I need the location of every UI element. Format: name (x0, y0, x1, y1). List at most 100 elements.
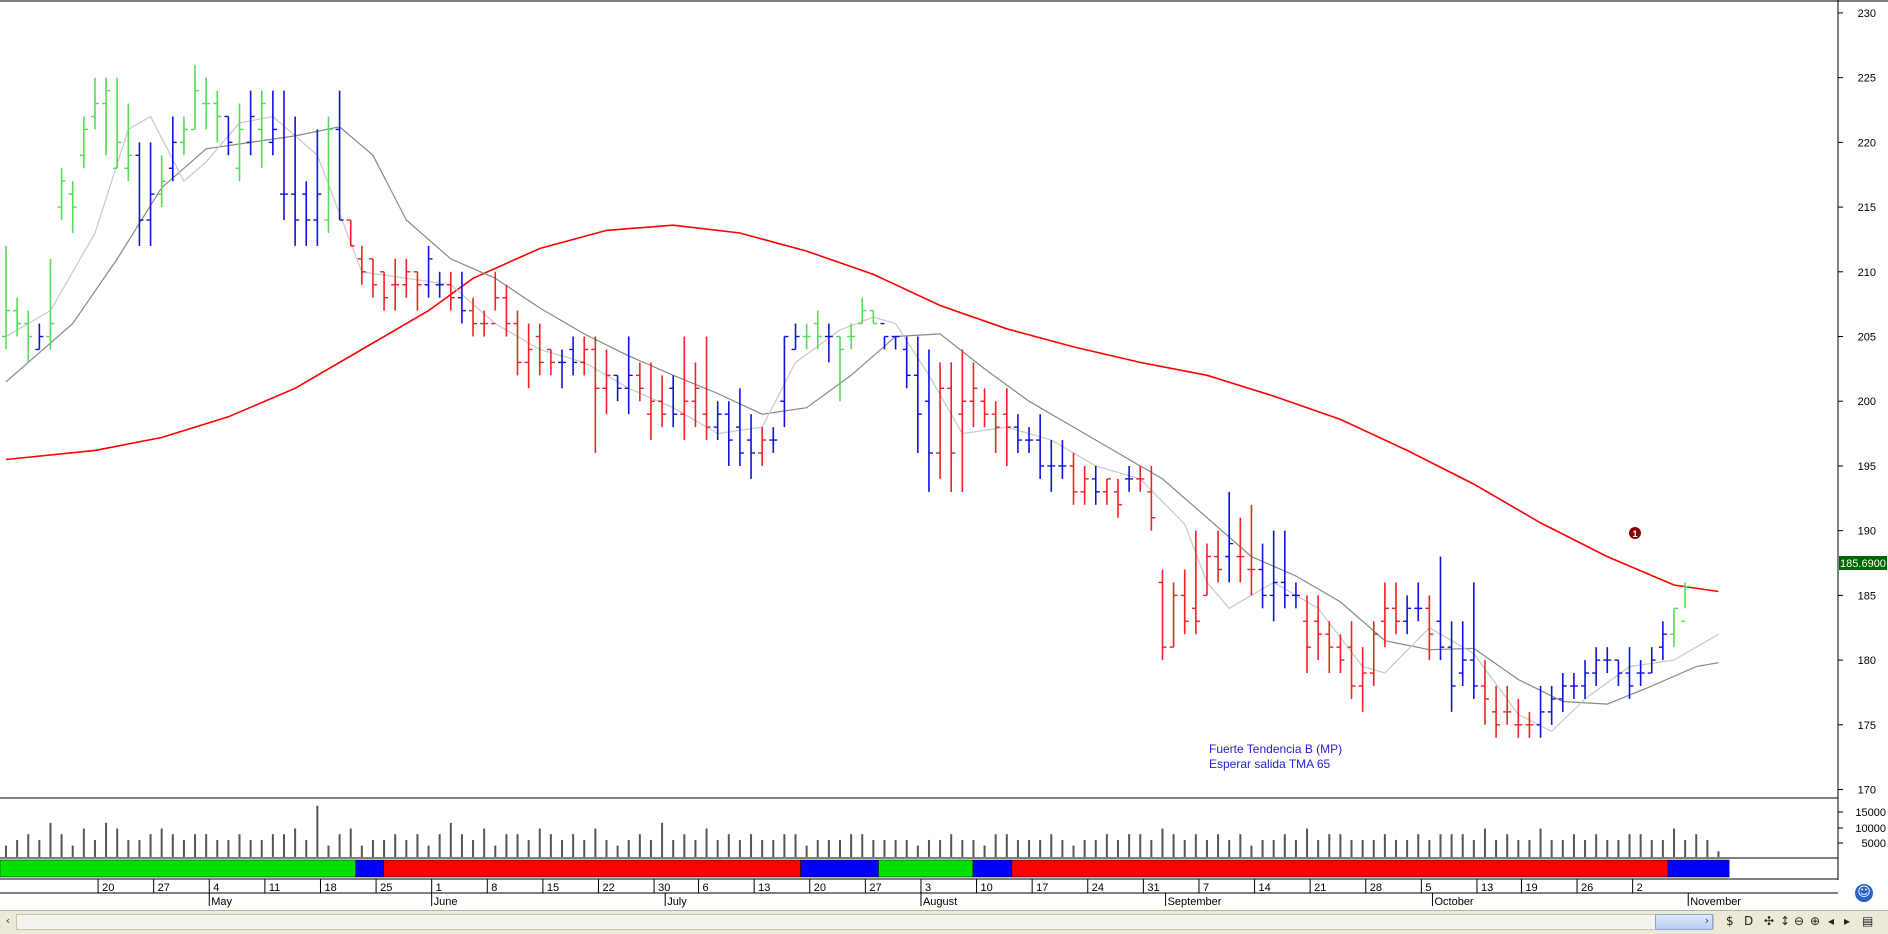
ohlc-bar (368, 258, 377, 298)
ohlc-bar (513, 310, 522, 376)
trend-segment (0, 859, 357, 878)
ohlc-bar (735, 388, 744, 466)
day-tick-label: 11 (269, 882, 280, 894)
ohlc-bar (1314, 595, 1323, 661)
ohlc-bar (1269, 530, 1278, 622)
ohlc-bar (1058, 440, 1067, 479)
day-tick-label: 5 (1425, 882, 1431, 894)
month-tick-label: July (667, 896, 687, 908)
ohlc-bar (969, 362, 978, 428)
ohlc-bar (1036, 414, 1045, 479)
ohlc-bar (1325, 621, 1334, 674)
ohlc-bar (1414, 582, 1423, 622)
ohlc-bar (1547, 685, 1556, 725)
ohlc-bar (891, 335, 900, 350)
ohlc-bar (669, 375, 678, 428)
ohlc-bar (313, 129, 322, 246)
price-bars (2, 64, 1690, 738)
ohlc-bar (213, 90, 222, 143)
ohlc-bar (546, 348, 555, 376)
ohlc-bar (780, 335, 789, 428)
y-tick-label: 190 (1858, 526, 1876, 538)
ohlc-bar (1658, 621, 1667, 661)
ohlc-bar (1403, 595, 1412, 635)
daily-tool-icon[interactable]: D (1744, 914, 1754, 928)
trend-segment (383, 859, 801, 878)
ohlc-bar (1291, 582, 1300, 609)
ohlc-bar (724, 401, 733, 466)
y-tick-label: 195 (1858, 461, 1876, 473)
ohlc-bar (1136, 465, 1145, 492)
scrollbar-thumb[interactable] (1655, 914, 1713, 930)
prev-icon[interactable]: ◂ (1828, 914, 1835, 928)
ohlc-bar (24, 310, 33, 363)
ohlc-bar (135, 142, 144, 246)
y-tick-label: 210 (1858, 267, 1876, 279)
dollar-tool-icon[interactable]: $ (1726, 914, 1734, 928)
day-tick-label: 28 (1370, 882, 1382, 894)
annotation-marker[interactable] (1629, 527, 1641, 539)
ohlc-bar (1603, 647, 1612, 674)
ohlc-bar (1425, 595, 1434, 661)
ohlc-bar (646, 362, 655, 441)
ohlc-bar (224, 115, 233, 156)
price-axis: 170 175 180 185 190 195 200 205 210 215 220 225 230 (1838, 8, 1876, 797)
ohlc-bar (602, 349, 611, 415)
ohlc-bar (469, 297, 478, 337)
move-tool-icon[interactable]: ✣ (1764, 914, 1775, 928)
ohlc-bar (858, 297, 867, 325)
ohlc-bar (1614, 659, 1623, 686)
ohlc-bar (491, 271, 500, 325)
ohlc-bar (13, 297, 22, 337)
month-tick-label: May (211, 896, 232, 908)
zoom-out-icon[interactable]: ⊖ (1794, 914, 1805, 928)
ohlc-bar (1503, 685, 1512, 725)
ohlc-bar (902, 336, 911, 389)
ohlc-bar (1492, 685, 1501, 738)
ohlc-bar (535, 323, 544, 376)
ohlc-bar (1636, 660, 1645, 686)
ohlc-bar (68, 181, 77, 233)
status-bar: ‹ › $ D ✣ ↕ ⊖ ⊕ ◂ ▸ ▤ (0, 910, 1888, 934)
ohlc-bar (168, 116, 177, 182)
ohlc-bar (924, 349, 933, 492)
ohlc-bar (46, 258, 55, 350)
scroll-right-icon[interactable]: › (1704, 914, 1710, 927)
ohlc-bar (1102, 478, 1111, 505)
volume-tick-label: 5000 (1862, 838, 1886, 850)
day-tick-label: 18 (324, 882, 336, 894)
table-view-icon[interactable]: ▤ (1862, 914, 1874, 928)
ma-line-0 (5, 224, 1719, 593)
ohlc-bar (280, 90, 288, 221)
y-tick-label: 200 (1858, 396, 1876, 408)
ohlc-bar (1214, 530, 1223, 583)
ohlc-bar (424, 245, 433, 298)
ohlc-bar (847, 323, 856, 350)
price-panel (0, 0, 1888, 880)
ohlc-bar (502, 284, 511, 337)
zoom-in-icon[interactable]: ⊕ (1810, 914, 1821, 928)
smiley-icon[interactable]: ☺ (1855, 884, 1873, 902)
day-tick-label: 2 (1637, 882, 1643, 894)
chart: 170175180185190195200205210215220225230 … (0, 0, 1888, 910)
horizontal-scrollbar[interactable] (16, 914, 1714, 930)
day-tick-label: 20 (102, 882, 114, 894)
ohlc-bar (1013, 414, 1022, 454)
trend-segment (800, 859, 879, 878)
ohlc-bar (291, 116, 300, 246)
scroll-left-icon[interactable]: ‹ (5, 914, 11, 927)
ohlc-bar (1380, 582, 1389, 648)
ohlc-bar (246, 90, 255, 156)
next-icon[interactable]: ▸ (1844, 914, 1851, 928)
ohlc-bar (1091, 465, 1100, 505)
month-tick-label: August (923, 896, 957, 908)
ohlc-bar (836, 335, 844, 402)
ohlc-bar (79, 116, 88, 169)
vertical-scale-icon[interactable]: ↕ (1780, 914, 1791, 928)
ohlc-bar (1581, 660, 1590, 699)
y-tick-label: 225 (1858, 73, 1876, 85)
ohlc-bar (1158, 569, 1167, 661)
y-tick-label: 170 (1858, 785, 1876, 797)
ohlc-bar (1536, 685, 1545, 738)
day-tick-label: 27 (158, 882, 170, 894)
